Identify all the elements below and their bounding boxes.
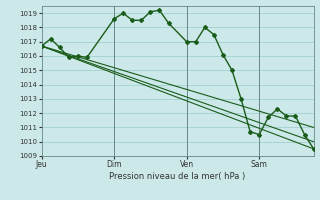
X-axis label: Pression niveau de la mer( hPa ): Pression niveau de la mer( hPa ) [109,172,246,181]
